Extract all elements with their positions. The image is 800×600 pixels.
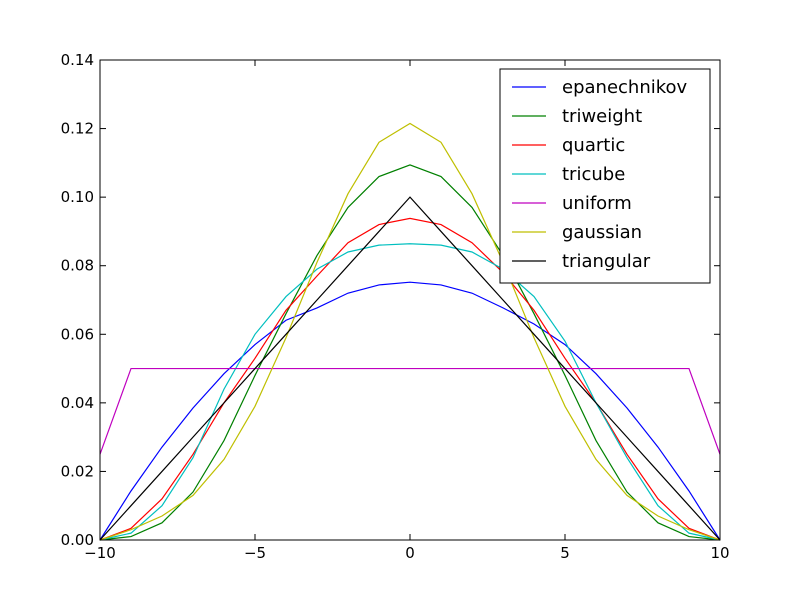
y-tick-label: 0.02 bbox=[61, 462, 94, 480]
x-tick-label: 0 bbox=[405, 544, 415, 562]
y-tick-label: 0.06 bbox=[61, 325, 94, 343]
legend-label-epanechnikov: epanechnikov bbox=[562, 77, 688, 98]
legend: epanechnikov triweight quartic tricube unifo… bbox=[499, 68, 711, 284]
y-tick-label: 0.00 bbox=[61, 531, 94, 549]
legend-label-quartic: quartic bbox=[562, 135, 625, 156]
y-tick-label: 0.10 bbox=[61, 188, 94, 206]
series-line-triweight bbox=[99, 164, 721, 541]
x-tick-label: −5 bbox=[244, 544, 266, 562]
y-tick-label: 0.04 bbox=[61, 394, 94, 412]
ticks-layer: −10 −5 0 5 10 0.00 0.02 0.04 0.06 0.08 0.10 0.12 0.1… bbox=[61, 51, 730, 562]
y-tick-label: 0.08 bbox=[61, 257, 94, 275]
series-line-tricube bbox=[99, 243, 721, 541]
y-tick-label: 0.12 bbox=[61, 120, 94, 138]
series-line-triangular bbox=[99, 196, 721, 541]
series-layer bbox=[99, 122, 721, 541]
x-tick-label: 5 bbox=[560, 544, 570, 562]
legend-box bbox=[499, 68, 711, 284]
legend-label-gaussian: gaussian bbox=[562, 222, 642, 243]
x-tick-label: −10 bbox=[84, 544, 116, 562]
legend-label-triangular: triangular bbox=[562, 251, 651, 272]
y-tick-label: 0.14 bbox=[61, 51, 94, 69]
legend-label-triweight: triweight bbox=[562, 106, 642, 127]
series-line-quartic bbox=[99, 217, 721, 541]
series-line-epanechnikov bbox=[99, 281, 721, 541]
series-line-gaussian bbox=[99, 122, 721, 541]
legend-label-tricube: tricube bbox=[562, 164, 625, 185]
series-line-uniform bbox=[99, 367, 721, 455]
legend-label-uniform: uniform bbox=[562, 193, 632, 214]
x-tick-label: 10 bbox=[710, 544, 729, 562]
